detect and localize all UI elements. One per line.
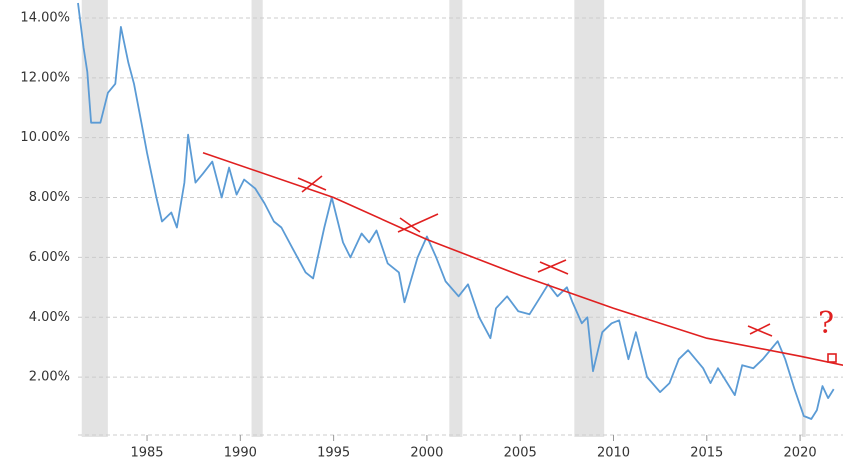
x-mark [747,323,773,337]
y-tick-label: 10.00% [20,130,70,145]
y-tick-label: 4.00% [29,310,70,325]
x-tick-label: 1985 [130,446,163,461]
x-tick-label: 2005 [504,446,537,461]
x-mark [397,213,439,233]
recession-band [801,0,806,437]
y-tick-label: 6.00% [29,250,70,265]
recession-band [251,0,263,437]
x-mark [297,175,327,193]
x-tick-label: 1990 [224,446,257,461]
y-tick-label: 12.00% [20,70,70,85]
recession-band [449,0,463,437]
x-tick-label: 2000 [410,446,443,461]
annotation-marks [297,175,837,363]
series-line [77,2,835,420]
series-line [202,151,843,366]
y-tick-label: 14.00% [20,10,70,25]
x-tick-label: 2020 [784,446,817,461]
annotation: ? [818,306,834,341]
end-dot [827,353,837,363]
x-mark [537,259,569,275]
x-tick-label: 2015 [690,446,723,461]
recession-band [574,0,605,437]
x-tick-label: 2010 [597,446,630,461]
y-tick-label: 8.00% [29,190,70,205]
recession-band [81,0,108,437]
y-tick-label: 2.00% [29,370,70,385]
x-tick-label: 1995 [317,446,350,461]
